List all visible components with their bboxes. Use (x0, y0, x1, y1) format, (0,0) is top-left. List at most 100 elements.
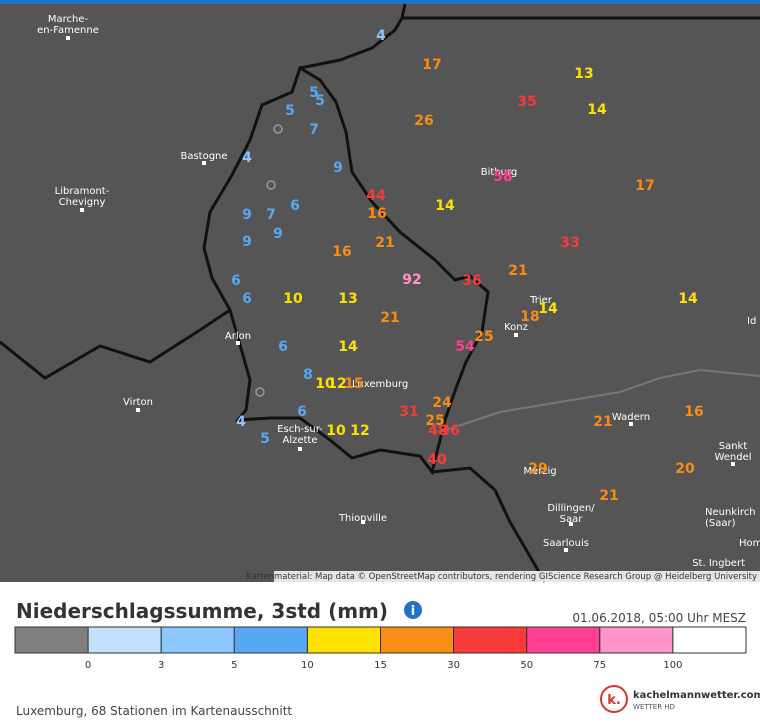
station-value: 21 (380, 310, 399, 326)
legend-label: 10 (301, 660, 314, 671)
place-dot (361, 520, 365, 524)
legend-swatch (306, 626, 381, 654)
station-value: 92 (402, 272, 421, 288)
map: Marche-en-Famenne Bastogne Libramont-Chevi… (0, 3, 760, 583)
station-value: 8 (303, 367, 313, 383)
place-dot (629, 422, 633, 426)
logo-mark: k. (607, 693, 621, 708)
station-value: 21 (599, 488, 618, 504)
legend-label: 100 (663, 660, 682, 671)
place-label: Arlon (225, 331, 251, 342)
place-dot (80, 208, 84, 212)
station-value: 14 (338, 339, 358, 355)
station-value: 14 (435, 198, 455, 214)
state-border (439, 368, 760, 433)
station-value: 6 (297, 404, 307, 420)
station-value: 4 (236, 414, 246, 430)
place-dot (514, 333, 518, 337)
footer-summary: Luxemburg, 68 Stationen im Kartenausschn… (16, 704, 292, 718)
legend-swatch (599, 626, 674, 654)
station-value: 5 (309, 85, 319, 101)
border (0, 308, 231, 380)
logo-sub: WETTER HD (633, 703, 675, 711)
station-value: 6 (242, 291, 252, 307)
legend-label: 0 (85, 660, 91, 671)
place-label: Merzig (523, 466, 556, 477)
place-label: Id (747, 316, 756, 327)
legend-label: 75 (593, 660, 606, 671)
place-label: Konz (504, 322, 528, 333)
station-value: 16 (684, 404, 703, 420)
border (431, 466, 547, 583)
station-value: 21 (593, 414, 612, 430)
place-label: St. Ingbert (692, 558, 745, 569)
station-value: 4 (376, 28, 386, 44)
legend-label: 5 (231, 660, 237, 671)
place-label: Luxemburg (352, 379, 408, 390)
station-value: 36 (462, 273, 481, 289)
station-value: 24 (432, 395, 452, 411)
station-marker (273, 124, 283, 134)
title: Niederschlagssumme, 3std (mm) (16, 599, 388, 623)
station-value: 48 (428, 423, 447, 439)
attribution-bg (274, 571, 760, 582)
station-value: 16 (367, 206, 386, 222)
station-value: 44 (366, 188, 386, 204)
station-value: 25 (425, 413, 444, 429)
station-value: 5 (285, 103, 295, 119)
map-background (0, 4, 760, 582)
station-value: 14 (678, 291, 698, 307)
legend-swatch (453, 626, 528, 654)
legend-swatch (160, 626, 235, 654)
info-icon-label[interactable]: i (411, 604, 415, 619)
info-icon[interactable] (404, 601, 422, 619)
station-value: 40 (427, 452, 447, 468)
legend: 0 3 5 10 15 30 50 75 100 (14, 626, 747, 671)
logo: kachelmannwetter.com (633, 690, 760, 701)
station-value: 7 (266, 207, 276, 223)
station-value: 5 (260, 431, 270, 447)
place-label: Thionville (338, 513, 387, 524)
station-value: 6 (278, 339, 288, 355)
station-value: 21 (375, 235, 394, 251)
place-label: Libramont-Chevigny (55, 186, 110, 208)
station-value: 36 (440, 423, 459, 439)
station-value: 14 (587, 102, 607, 118)
place-label: Virton (123, 397, 153, 408)
place-dot (564, 548, 568, 552)
station-value: 13 (338, 291, 357, 307)
place-label: Hom (739, 538, 760, 549)
station-value: 10 (326, 423, 346, 439)
logo-icon (600, 685, 628, 713)
place-label: Bitburg (481, 167, 518, 178)
legend-swatch (672, 626, 747, 654)
station-value: 31 (399, 404, 418, 420)
station-value: 17 (635, 178, 654, 194)
station-value: 10 (283, 291, 303, 307)
legend-swatch (233, 626, 308, 654)
place-label: Neunkirch (Saar) (705, 507, 756, 529)
places: Marche-en-Famenne Bastogne Libramont-Chevi… (37, 14, 760, 569)
place-dot (731, 462, 735, 466)
place-label: Dillingen/Saar (547, 503, 595, 525)
station-value: 6 (290, 198, 300, 214)
station-value: 14 (538, 301, 558, 317)
place-dot (66, 36, 70, 40)
place-label: Esch-sur-Alzette (277, 424, 323, 446)
top-bar (0, 0, 760, 4)
station-value: 18 (520, 309, 539, 325)
station-value: 13 (574, 66, 593, 82)
place-dot (236, 341, 240, 345)
station-value: 35 (517, 94, 536, 110)
station-value: 12 (350, 423, 369, 439)
legend-swatch (526, 626, 601, 654)
station-value: 17 (422, 57, 441, 73)
station-value: 25 (474, 329, 493, 345)
place-dot (202, 161, 206, 165)
station-value: 15 (344, 376, 363, 392)
legend-swatch (14, 626, 89, 654)
legend-swatch (380, 626, 455, 654)
legend-label: 50 (520, 660, 533, 671)
station-value: 29 (528, 461, 547, 477)
